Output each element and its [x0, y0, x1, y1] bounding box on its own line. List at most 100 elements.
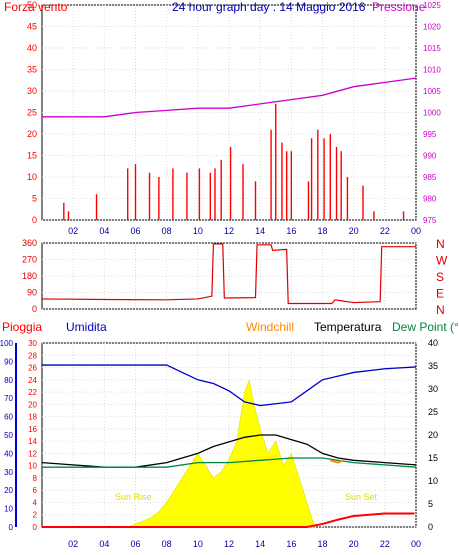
panel1-grid	[42, 4, 417, 221]
rain-tick-label: 2	[33, 511, 38, 520]
rain-tick-label: 12	[28, 449, 37, 458]
humidity-tick-label: 0	[9, 523, 14, 532]
rain-tick-label: 22	[28, 388, 37, 397]
pressure-tick-label: 975	[423, 216, 437, 225]
pressure-line	[42, 77, 417, 118]
temperature-tick-label: 35	[428, 361, 438, 371]
pressure-tick-label: 995	[423, 130, 437, 139]
temperature-tick-label: 0	[428, 522, 433, 532]
x-tick-label: 16	[286, 539, 296, 549]
x-tick-label: 02	[68, 226, 78, 236]
temperature-tick-label: 30	[428, 384, 438, 394]
panel1-data	[42, 77, 417, 220]
humidity-tick-label: 10	[4, 505, 13, 514]
pressure-tick-label: 1005	[423, 87, 441, 96]
wind-tick-label: 10	[27, 172, 37, 182]
solar-area	[127, 378, 316, 528]
direction-tick-label: 360	[22, 238, 37, 248]
wind-tick-label: 0	[32, 215, 37, 225]
rain-line	[42, 512, 415, 528]
pressure-tick-label: 985	[423, 173, 437, 182]
chart-title: 24 hour graph day : 14 Maggio 2016	[172, 0, 366, 14]
temperature-tick-label: 20	[428, 430, 438, 440]
wind-tick-label: 25	[27, 108, 37, 118]
sunset-annotation: Sun Set	[345, 492, 378, 502]
x-tick-label: 06	[130, 539, 140, 549]
compass-label: W	[436, 254, 448, 268]
panel2-axes: 0 N 90 E 180 S 270 W 360 N	[22, 237, 448, 317]
compass-label: E	[436, 287, 444, 301]
direction-tick-label: 270	[22, 255, 37, 265]
x-tick-label: 22	[380, 226, 390, 236]
direction-tick-label: 180	[22, 271, 37, 281]
humidity-tick-label: 20	[4, 486, 13, 495]
x-tick-label: 12	[224, 539, 234, 549]
x-tick-label: 08	[162, 539, 172, 549]
wind-tick-label: 5	[32, 194, 37, 204]
humidity-tick-label: 90	[4, 357, 13, 366]
x-tick-label: 10	[193, 226, 203, 236]
wind-tick-label: 20	[27, 129, 37, 139]
panel3-data	[41, 364, 417, 528]
wind-tick-label: 15	[27, 151, 37, 161]
pressure-tick-label: 980	[423, 195, 437, 204]
rain-tick-label: 0	[33, 523, 38, 532]
humidity-tick-label: 30	[4, 468, 13, 477]
rain-tick-label: 30	[28, 339, 37, 348]
rain-axis-label: Pioggia	[2, 320, 42, 334]
x-tick-label: 04	[99, 539, 109, 549]
humidity-tick-label: 60	[4, 413, 13, 422]
humidity-tick-label: 50	[4, 431, 13, 440]
panel2-grid	[42, 242, 417, 310]
rain-tick-label: 8	[33, 474, 38, 483]
compass-label: N	[436, 303, 445, 317]
pressure-tick-label: 1015	[423, 44, 441, 53]
panel1-axes: 0510152025303540455097598098599099510001…	[27, 0, 441, 236]
x-tick-label: 18	[317, 539, 327, 549]
wind-tick-label: 40	[27, 43, 37, 53]
wind-direction-line	[41, 243, 416, 305]
x-tick-label: 16	[286, 226, 296, 236]
humidity-tick-label: 40	[4, 449, 13, 458]
x-tick-label: 08	[162, 226, 172, 236]
x-tick-label: 02	[68, 539, 78, 549]
pressure-axis-label: Pressione	[372, 0, 426, 14]
rain-tick-label: 26	[28, 364, 37, 373]
temperature-tick-label: 10	[428, 476, 438, 486]
wind-tick-label: 35	[27, 65, 37, 75]
rain-tick-label: 16	[28, 425, 37, 434]
rain-tick-label: 10	[28, 462, 37, 471]
sunrise-annotation: Sun Rise	[115, 492, 152, 502]
wind-axis-label: Forza vento	[4, 0, 68, 14]
wind-tick-label: 45	[27, 22, 37, 32]
x-tick-label: 00	[411, 226, 421, 236]
x-tick-label: 14	[255, 539, 265, 549]
humidity-axis-label: Umidita	[66, 320, 107, 334]
rain-tick-label: 4	[33, 498, 38, 507]
windchill-line	[330, 459, 344, 464]
temperature-tick-label: 25	[428, 407, 438, 417]
x-tick-label: 18	[317, 226, 327, 236]
humidity-tick-label: 70	[4, 394, 13, 403]
rain-tick-label: 28	[28, 351, 37, 360]
dewpoint-line	[42, 457, 417, 468]
rain-tick-label: 6	[33, 486, 38, 495]
pressure-tick-label: 1010	[423, 66, 441, 75]
rain-tick-label: 14	[28, 437, 37, 446]
wind-tick-label: 50	[27, 0, 37, 10]
rain-tick-label: 20	[28, 400, 37, 409]
humidity-tick-label: 80	[4, 376, 13, 385]
x-tick-label: 20	[349, 539, 359, 549]
x-tick-label: 20	[349, 226, 359, 236]
compass-label: S	[436, 270, 444, 284]
pressure-tick-label: 1020	[423, 23, 441, 32]
pressure-tick-label: 1025	[423, 1, 441, 10]
x-tick-label: 10	[193, 539, 203, 549]
humidity-line	[42, 364, 417, 407]
x-tick-label: 22	[380, 539, 390, 549]
rain-tick-label: 24	[28, 376, 37, 385]
pressure-tick-label: 990	[423, 152, 437, 161]
x-tick-label: 04	[99, 226, 109, 236]
windchill-label: Windchill	[246, 320, 294, 334]
